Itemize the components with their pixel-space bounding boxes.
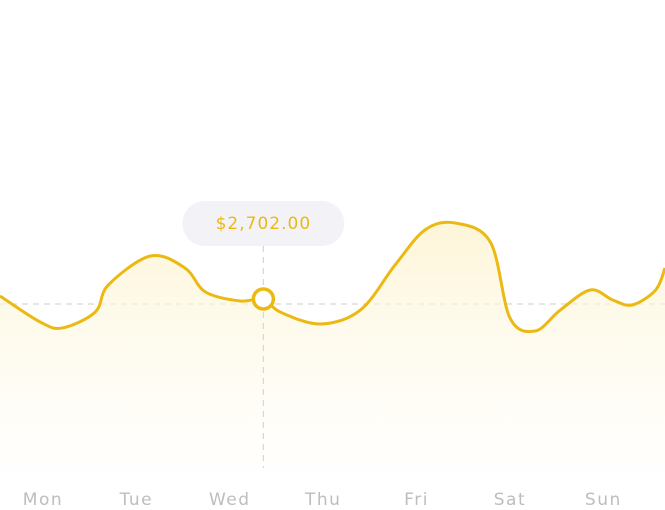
- x-tick-label: Sun: [585, 490, 622, 510]
- highlight-point: [251, 287, 276, 311]
- x-tick-label: Sat: [494, 490, 526, 510]
- x-tick-label: Wed: [209, 490, 251, 510]
- line: [0, 220, 665, 334]
- x-tick-label: Fri: [404, 490, 429, 510]
- area-fill: [0, 222, 665, 470]
- x-tick-label: Thu: [304, 490, 341, 510]
- tooltip: [182, 201, 345, 246]
- x-tick-label: Mon: [23, 490, 63, 510]
- tooltip-label: $2,702.00: [216, 214, 312, 234]
- x-tick-label: Tue: [119, 490, 154, 510]
